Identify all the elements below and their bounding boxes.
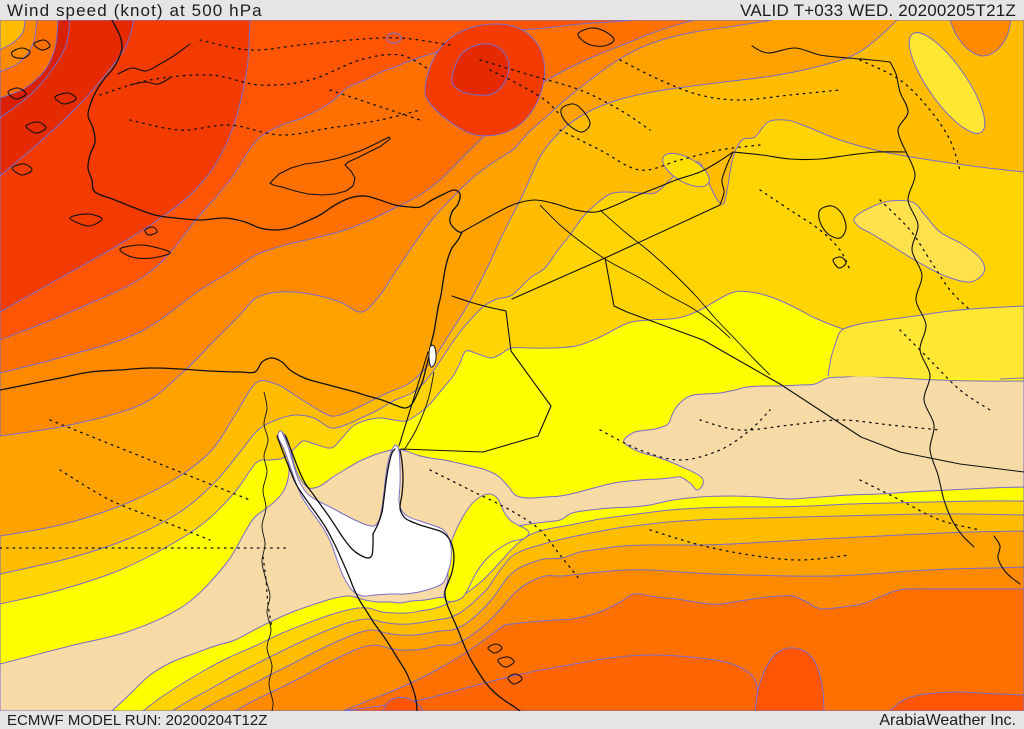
svg-text:VALID T+033 WED. 20200205T21Z: VALID T+033 WED. 20200205T21Z [740,1,1016,20]
svg-text:Wind speed (knot) at 500 hPa: Wind speed (knot) at 500 hPa [7,1,263,20]
svg-text:ArabiaWeather Inc.: ArabiaWeather Inc. [879,712,1016,729]
svg-text:ECMWF MODEL RUN: 20200204T12Z: ECMWF MODEL RUN: 20200204T12Z [7,712,267,729]
